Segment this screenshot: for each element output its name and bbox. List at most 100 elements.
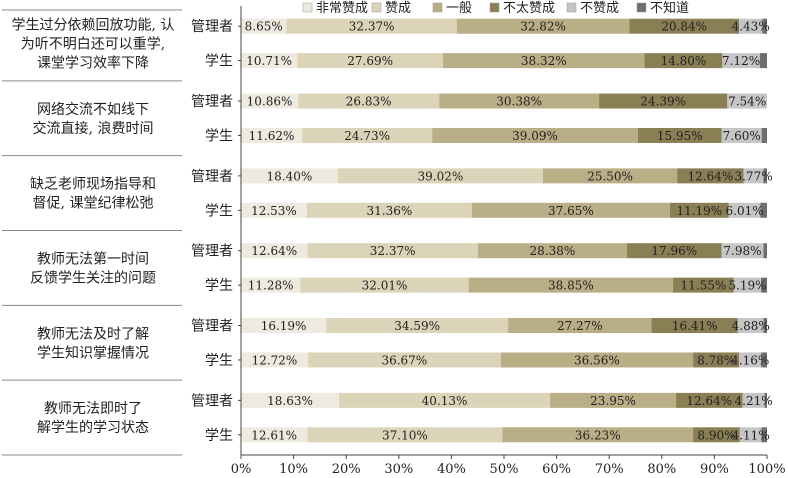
bar-segment-赞成 (302, 127, 433, 143)
data-label: 6.01% (726, 204, 764, 218)
bar-segment-赞成 (298, 93, 440, 109)
bar-segment-不太赞成 (629, 18, 740, 34)
data-label: 15.95% (657, 129, 703, 143)
data-label: 12.64% (686, 394, 732, 408)
bar-segment-一般 (550, 392, 677, 408)
bar-segment-赞成 (307, 352, 501, 368)
data-label: 12.64% (251, 244, 297, 258)
x-tick-label: 40% (437, 462, 466, 477)
x-tick-label: 60% (542, 462, 571, 477)
data-label: 16.19% (261, 319, 307, 333)
bar-segment-非常赞成 (241, 168, 338, 184)
bar-segment-不赞成 (742, 392, 765, 408)
bar-segment-不太赞成 (693, 427, 740, 443)
data-label: 11.55% (681, 279, 727, 293)
data-label: 7.98% (723, 244, 761, 258)
bar-segment-不赞成 (721, 127, 762, 143)
data-label: 5.19% (728, 279, 766, 293)
bar-segment-不太赞成 (599, 93, 728, 109)
bar-segment-一般 (508, 318, 652, 334)
bar-segment-不知道 (759, 53, 767, 69)
category-label-line: 教师无法第一时间 (37, 250, 149, 267)
respondent-label: 管理者 (191, 393, 233, 409)
bar-segment-不赞成 (733, 277, 762, 293)
data-label: 34.59% (394, 319, 440, 333)
data-label: 7.54% (728, 95, 766, 109)
data-label: 25.50% (587, 169, 633, 183)
bar-segment-不太赞成 (627, 243, 722, 259)
x-tick-label: 50% (490, 462, 519, 477)
bar-segment-一般 (439, 93, 600, 109)
data-label: 32.82% (520, 20, 566, 34)
respondent-label: 管理者 (191, 319, 233, 335)
legend-swatch-2 (371, 2, 382, 13)
data-label: 4.43% (732, 20, 770, 34)
data-label: 7.60% (723, 129, 761, 143)
bar-segment-一般 (477, 243, 628, 259)
category-label-line: 学生过分依赖回放功能, 认 (12, 17, 175, 33)
category-label-line: 反馈学生关注的问题 (30, 270, 156, 286)
data-label: 39.09% (512, 129, 558, 143)
data-label: 11.19% (676, 204, 722, 218)
category-label-line: 为听不明白还可以重学, (21, 36, 165, 52)
data-label: 30.38% (496, 95, 542, 109)
bar-segment-一般 (543, 168, 678, 184)
legend-swatch-5 (566, 2, 577, 13)
data-label: 11.62% (249, 129, 295, 143)
data-label: 16.41% (672, 319, 718, 333)
bar-segment-非常赞成 (241, 392, 339, 408)
bar-segment-不太赞成 (673, 277, 734, 293)
respondent-label: 学生 (205, 54, 233, 70)
data-label: 27.27% (557, 319, 603, 333)
x-tick-label: 20% (332, 462, 361, 477)
respondent-label: 管理者 (191, 19, 233, 35)
bar-segment-不太赞成 (677, 168, 744, 184)
data-label: 24.39% (640, 95, 686, 109)
bar-segment-不知道 (763, 318, 767, 334)
data-label: 32.01% (362, 279, 408, 293)
bar-segment-不赞成 (727, 93, 767, 109)
data-label: 32.37% (349, 20, 395, 34)
data-label: 11.28% (248, 279, 294, 293)
bar-segment-赞成 (306, 202, 472, 218)
data-label: 4.88% (732, 319, 770, 333)
data-label: 12.64% (688, 169, 734, 183)
data-label: 8.78% (697, 353, 735, 367)
bar-segment-不知道 (764, 392, 767, 408)
bar-segment-一般 (456, 18, 630, 34)
data-label: 20.84% (661, 20, 707, 34)
data-label: 4.21% (735, 394, 773, 408)
bar-segment-不知道 (762, 18, 767, 34)
data-label: 36.67% (381, 353, 427, 367)
bar-segment-不赞成 (728, 202, 761, 218)
respondent-label: 管理者 (191, 94, 233, 110)
bar-segment-非常赞成 (241, 318, 327, 334)
bar-segment-不太赞成 (644, 53, 723, 69)
bar-segment-不赞成 (743, 168, 764, 184)
bar-segment-非常赞成 (241, 352, 308, 368)
category-label-line: 教师无法即时了 (44, 401, 142, 417)
data-label: 8.90% (697, 428, 735, 442)
bar-segment-非常赞成 (241, 18, 287, 34)
bar-segment-非常赞成 (241, 277, 301, 293)
respondent-label: 学生 (205, 203, 233, 219)
bar-segment-不太赞成 (651, 318, 738, 334)
data-label: 36.23% (575, 428, 621, 442)
bar-segment-一般 (442, 53, 645, 69)
data-label: 28.38% (530, 244, 576, 258)
bar-segment-赞成 (337, 168, 544, 184)
category-label-line: 交流直接, 浪费时间 (33, 120, 154, 137)
x-tick-label: 70% (595, 462, 624, 477)
data-label: 32.37% (370, 244, 416, 258)
respondent-label: 学生 (205, 128, 233, 144)
category-label-line: 解学生的学习状态 (37, 420, 149, 436)
bar-segment-不赞成 (722, 53, 760, 69)
data-label: 14.80% (661, 54, 707, 68)
bar-segment-赞成 (286, 18, 457, 34)
bar-segment-非常赞成 (241, 202, 307, 218)
bar-segment-不太赞成 (676, 392, 743, 408)
bar-segment-不太赞成 (693, 352, 740, 368)
bar-segment-不赞成 (721, 243, 764, 259)
bar-segment-不知道 (761, 127, 767, 143)
legend-label-3: 一般 (446, 0, 472, 16)
